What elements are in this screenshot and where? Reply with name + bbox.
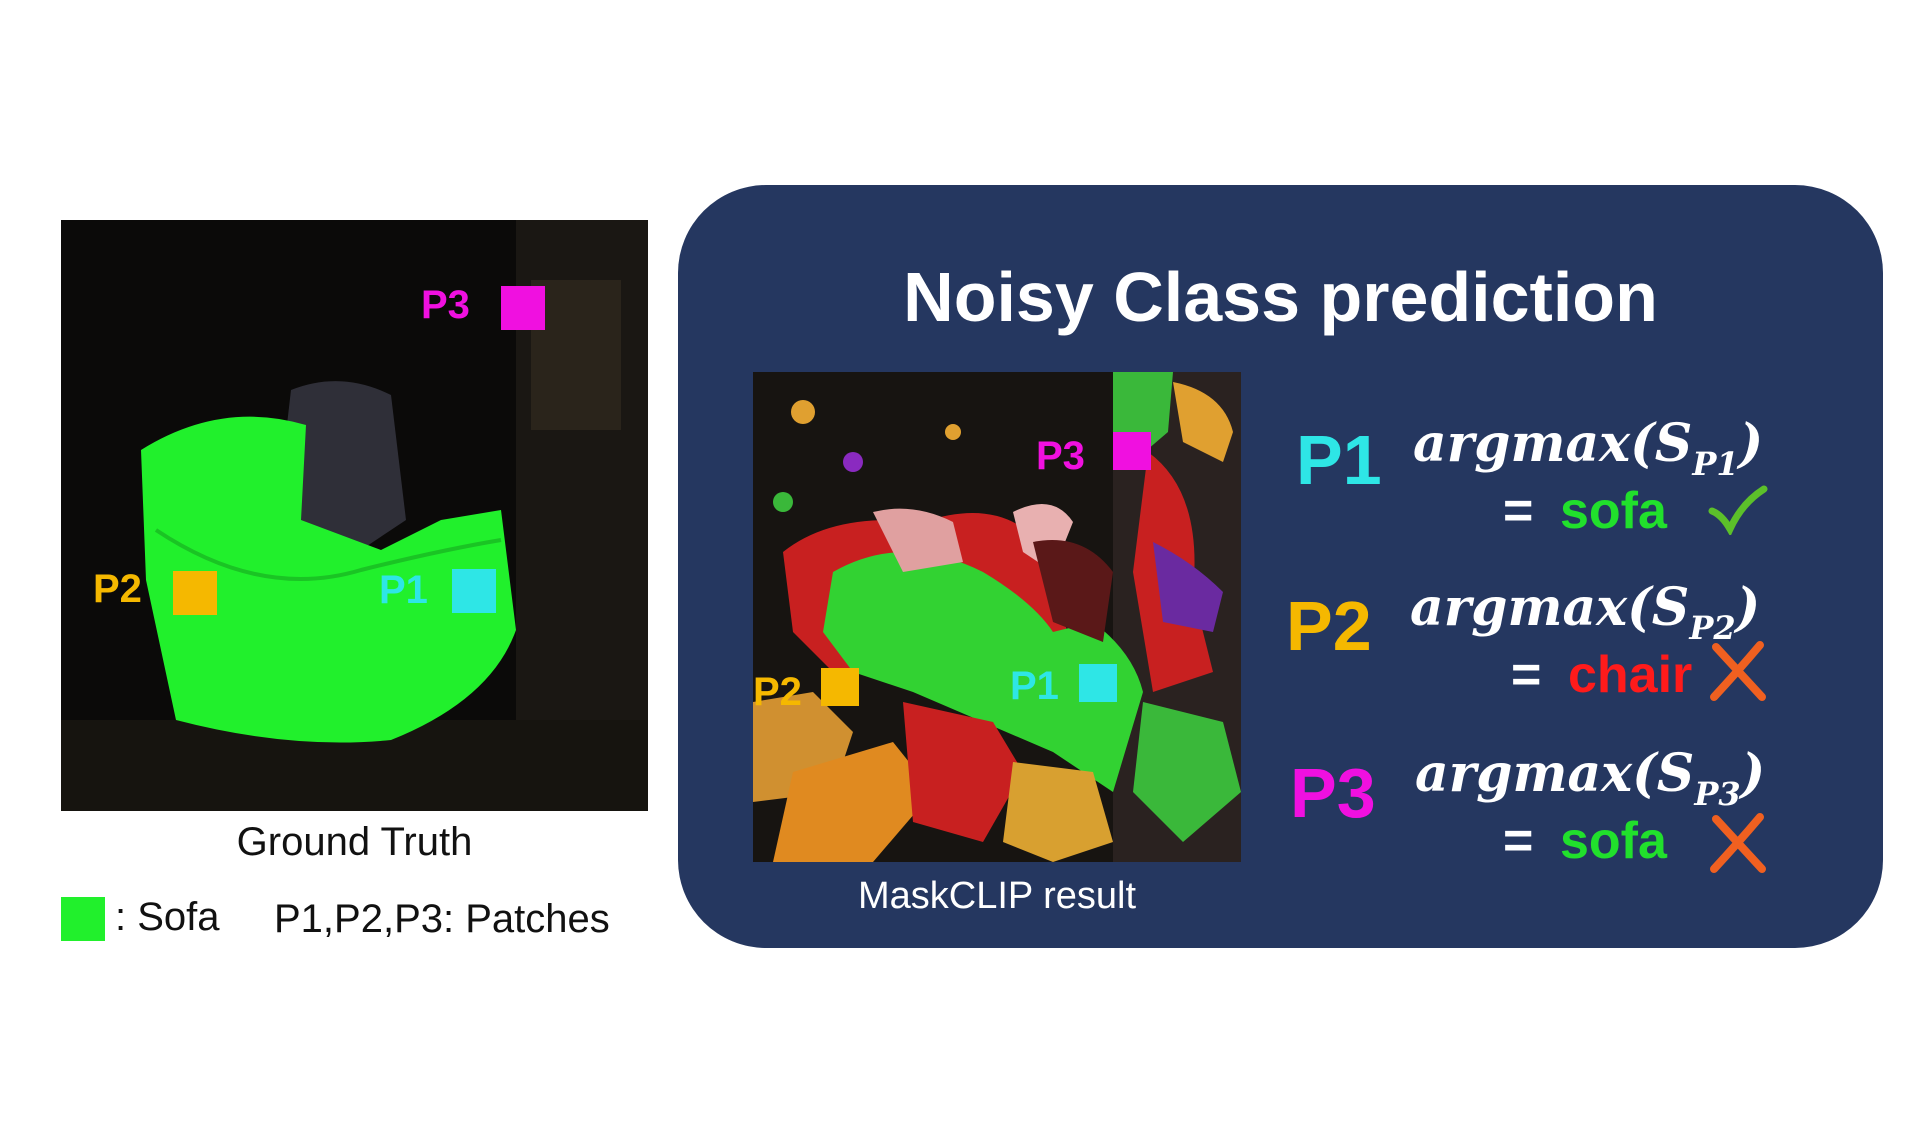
gt-label-p2: P2 bbox=[93, 567, 142, 611]
gt-patch-p2 bbox=[173, 571, 217, 615]
maskclip-patch-p2 bbox=[821, 668, 859, 706]
ground-truth-scene bbox=[61, 220, 648, 811]
maskclip-label-p1: P1 bbox=[1010, 664, 1059, 708]
expr-p2: argmax(SP2) bbox=[1410, 577, 1760, 647]
expr-p1: argmax(SP1) bbox=[1413, 413, 1763, 483]
maskclip-label-p3: P3 bbox=[1036, 434, 1085, 478]
gt-patch-p3 bbox=[501, 286, 545, 330]
expr-p3-prefix: argmax(S bbox=[1415, 743, 1695, 804]
ground-truth-image: P3 P2 P1 bbox=[61, 220, 648, 811]
panel-title: Noisy Class prediction bbox=[903, 258, 1658, 336]
class-p3: sofa bbox=[1560, 812, 1667, 870]
expr-p2-suffix: ) bbox=[1735, 577, 1761, 638]
gt-patch-p1 bbox=[452, 569, 496, 613]
sofa-legend-label: : Sofa bbox=[115, 895, 220, 939]
gt-label-p3: P3 bbox=[421, 283, 470, 327]
expr-p1-suffix: ) bbox=[1738, 413, 1764, 474]
row-label-p2: P2 bbox=[1286, 587, 1372, 665]
maskclip-segmentation bbox=[753, 372, 1241, 862]
maskclip-label-p2: P2 bbox=[753, 670, 802, 714]
patches-legend-label: P1,P2,P3: Patches bbox=[274, 897, 610, 941]
maskclip-patch-p3 bbox=[1113, 432, 1151, 470]
sofa-legend-swatch bbox=[61, 897, 105, 941]
row-label-p3: P3 bbox=[1290, 754, 1376, 832]
expr-p3: argmax(SP3) bbox=[1415, 743, 1765, 813]
ground-truth-caption: Ground Truth bbox=[236, 820, 473, 864]
expr-p1-subscript: P1 bbox=[1692, 445, 1739, 483]
expr-p3-subscript: P3 bbox=[1694, 775, 1741, 813]
gt-label-p1: P1 bbox=[379, 568, 428, 612]
noisy-prediction-panel: Noisy Class prediction P3 P1 bbox=[678, 185, 1883, 948]
maskclip-result-image: P3 P1 P2 bbox=[753, 372, 1241, 862]
check-icon bbox=[1708, 485, 1768, 535]
cross-icon-p3 bbox=[1710, 813, 1766, 873]
class-p1: sofa bbox=[1560, 482, 1667, 540]
expr-p2-prefix: argmax(S bbox=[1410, 577, 1690, 638]
cross-icon-p2 bbox=[1710, 641, 1766, 701]
equals-p2: = bbox=[1511, 646, 1542, 704]
maskclip-caption: MaskCLIP result bbox=[857, 875, 1137, 917]
equals-p3: = bbox=[1503, 812, 1534, 870]
maskclip-patch-p1 bbox=[1079, 664, 1117, 702]
row-label-p1: P1 bbox=[1296, 421, 1382, 499]
expr-p1-prefix: argmax(S bbox=[1413, 413, 1693, 474]
expr-p2-subscript: P2 bbox=[1689, 609, 1736, 647]
class-p2: chair bbox=[1568, 646, 1693, 704]
equals-p1: = bbox=[1503, 482, 1534, 540]
expr-p3-suffix: ) bbox=[1740, 743, 1766, 804]
